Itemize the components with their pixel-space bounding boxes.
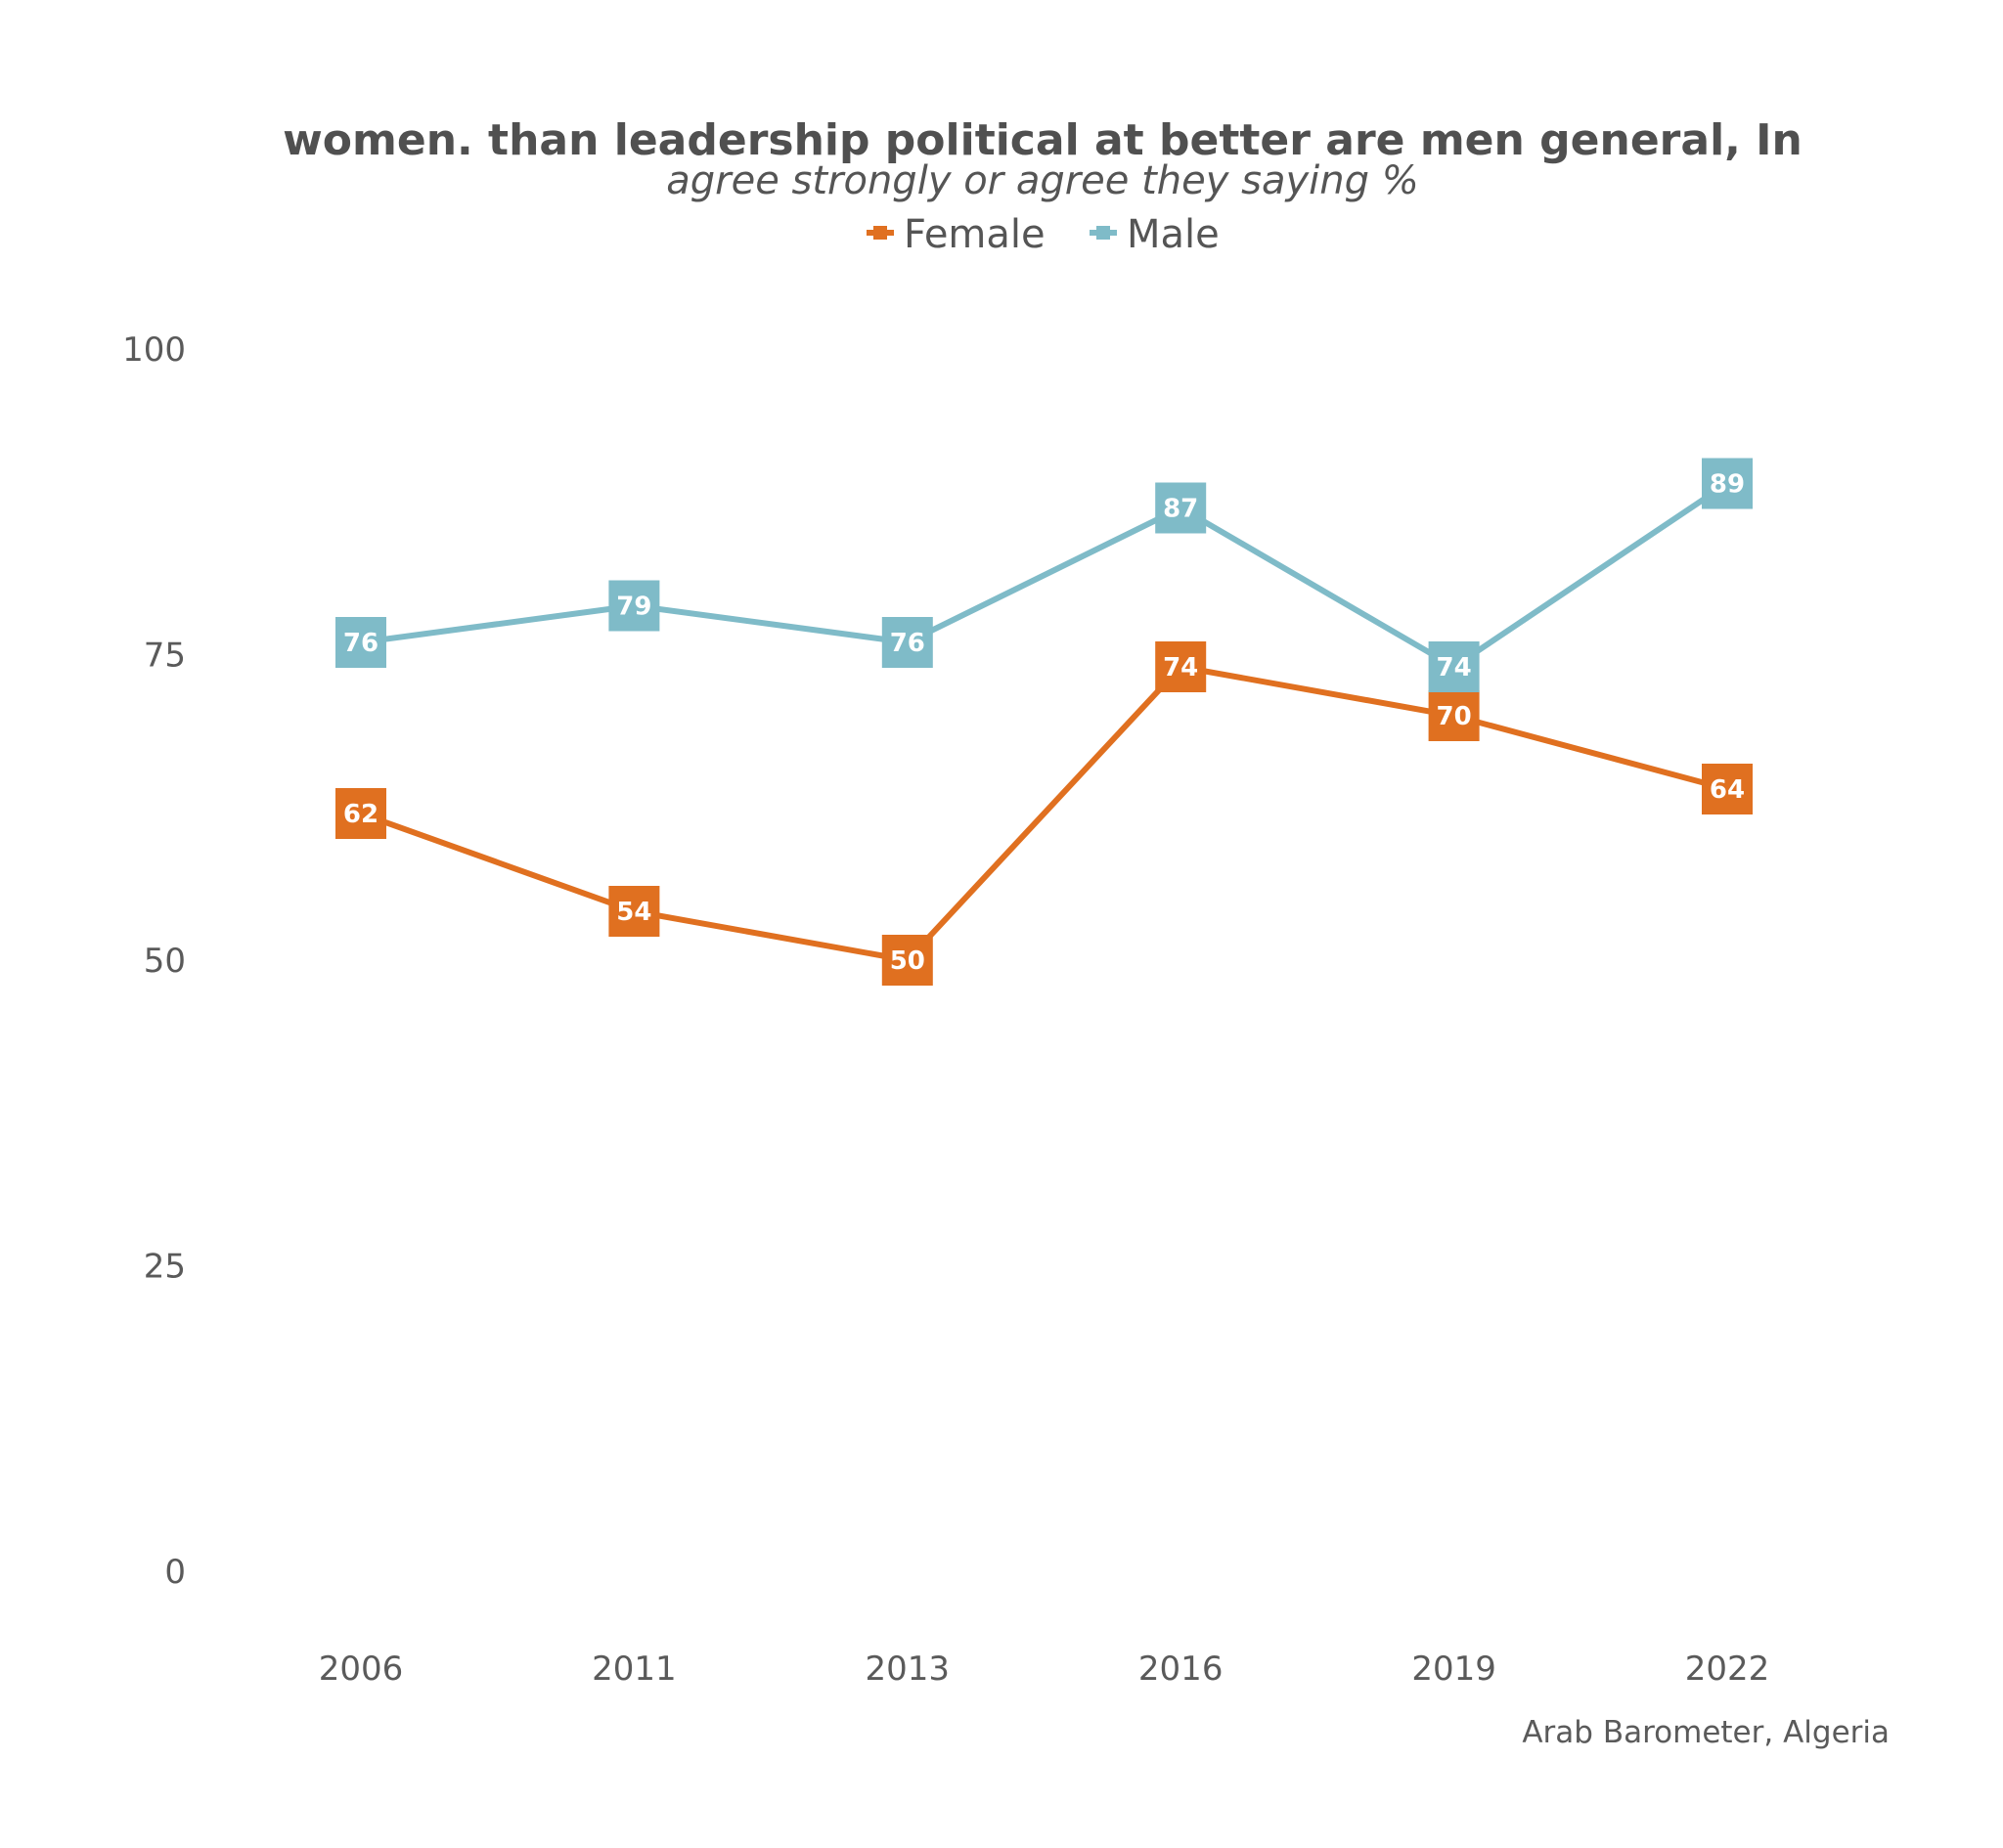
x-axis: 2006 2011 2013 2016 2019 2022: [319, 1650, 1770, 1689]
data-label: 87: [1163, 495, 1198, 524]
x-tick-label: 2006: [319, 1650, 404, 1689]
series-group: 62 54 50 74 70 64 76 79 76 87 74 89: [335, 458, 1753, 986]
x-tick-label: 2011: [592, 1650, 677, 1689]
data-point-marker: [1155, 641, 1207, 692]
legend-square-marker: [1096, 226, 1110, 240]
x-tick-label: 2013: [866, 1650, 951, 1689]
legend-item-female: Female: [867, 212, 1046, 257]
data-point-marker: [1428, 641, 1480, 692]
y-tick-label: 25: [144, 1248, 186, 1287]
y-axis: 0 25 50 75 100: [122, 330, 186, 1592]
x-tick-label: 2016: [1138, 1650, 1224, 1689]
series-line: [360, 481, 1729, 671]
data-label: 76: [890, 629, 925, 658]
data-point-marker: [1155, 482, 1207, 534]
legend-label: Male: [1127, 212, 1220, 257]
data-point-marker: [608, 886, 660, 937]
data-point-marker: [881, 617, 933, 668]
series-male: 76 79 76 87 74 89: [335, 458, 1753, 692]
legend: Female Male: [867, 212, 1220, 257]
y-tick-label: 100: [122, 330, 186, 370]
legend-item-male: Male: [1090, 212, 1220, 257]
data-label: 74: [1437, 653, 1472, 682]
data-point-marker: [881, 935, 933, 986]
source-caption: Arab Barometer, Algeria: [1522, 1715, 1890, 1750]
data-point-marker: [608, 580, 660, 632]
chart-title: women. than leadership political at bett…: [283, 115, 1803, 165]
data-label: 74: [1163, 653, 1198, 682]
legend-label: Female: [904, 212, 1046, 257]
data-point-marker: [335, 617, 386, 668]
data-point-marker: [1702, 458, 1753, 509]
data-label: 79: [616, 593, 651, 622]
data-label: 54: [616, 898, 651, 927]
y-tick-label: 50: [144, 942, 186, 981]
data-label: 64: [1710, 775, 1745, 805]
data-label: 50: [890, 946, 925, 976]
x-tick-label: 2022: [1685, 1650, 1770, 1689]
legend-square-marker: [873, 226, 887, 240]
data-label: 76: [343, 629, 378, 658]
data-point-marker: [335, 788, 386, 839]
data-label: 89: [1710, 470, 1745, 500]
x-tick-label: 2019: [1411, 1650, 1496, 1689]
series-line: [359, 663, 1728, 964]
data-label: 70: [1437, 702, 1472, 731]
data-point-marker: [1702, 764, 1753, 814]
y-tick-label: 0: [164, 1553, 186, 1592]
data-label: 62: [343, 800, 378, 829]
y-tick-label: 75: [144, 637, 186, 676]
data-point-marker: [1428, 690, 1480, 741]
chart-subtitle: agree strongly or agree they saying %: [666, 158, 1419, 203]
series-female: 62 54 50 74 70 64: [335, 641, 1753, 986]
